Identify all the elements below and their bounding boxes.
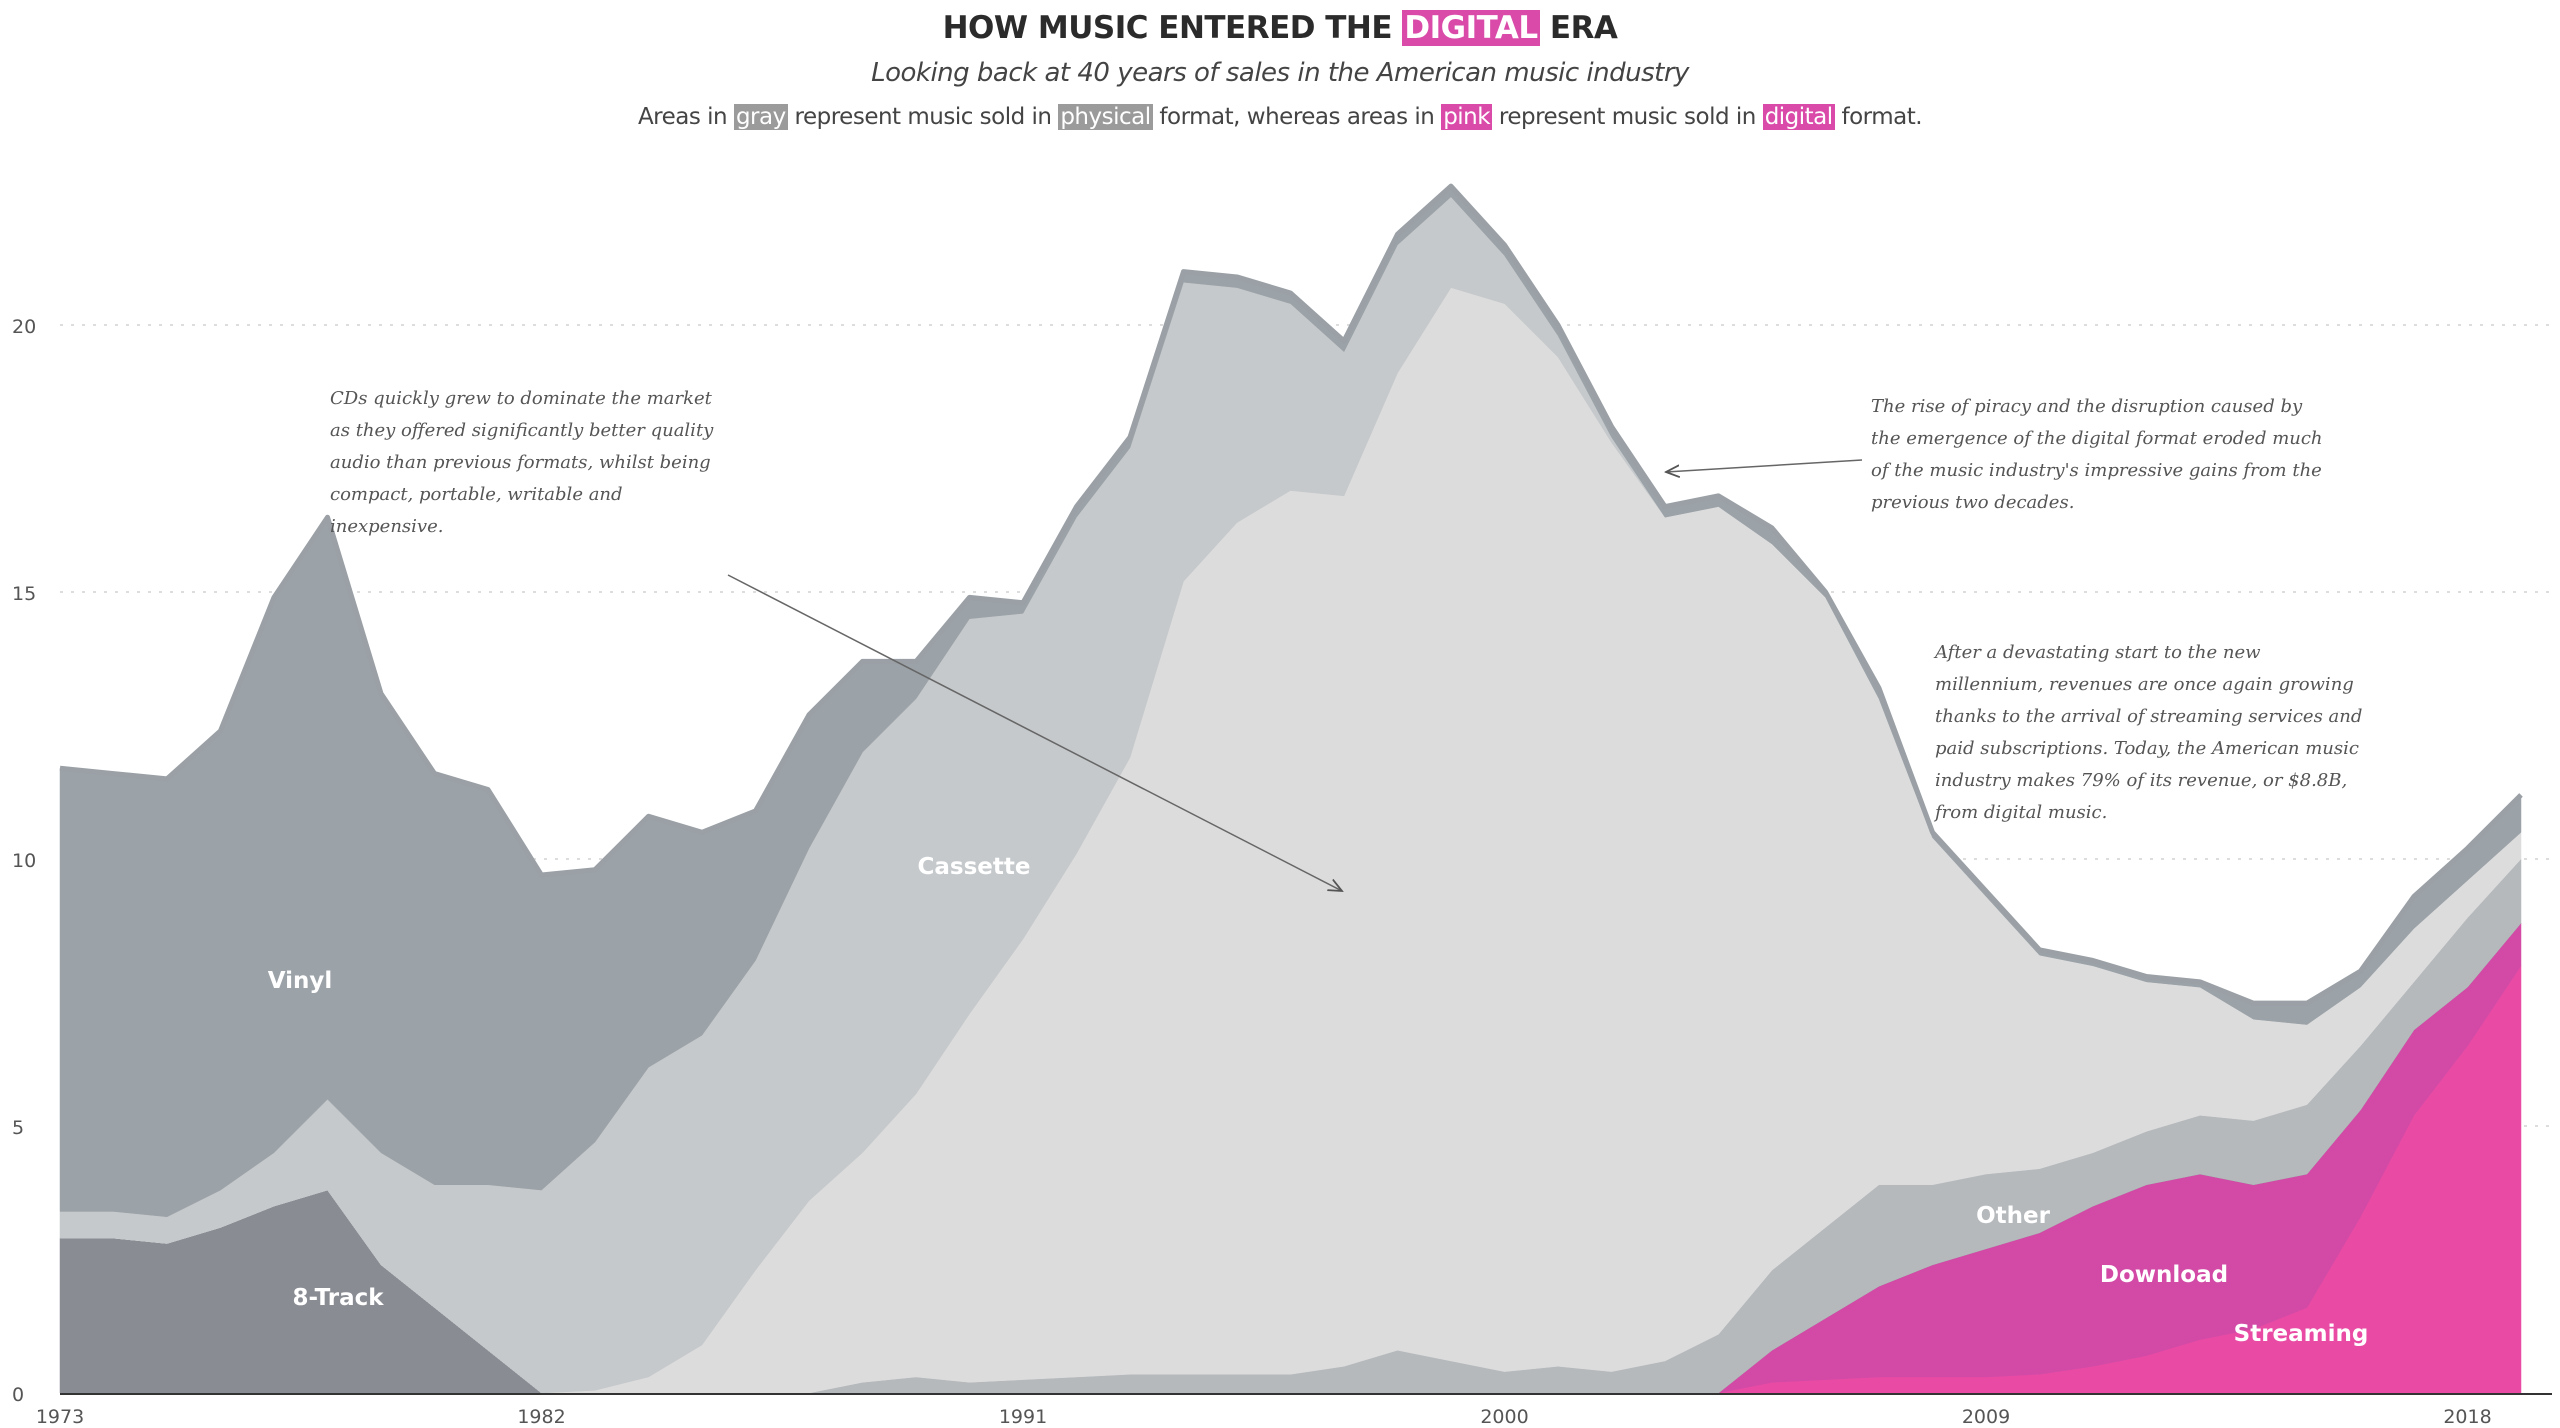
total-revenue-line xyxy=(59,183,2523,1006)
color-legend: Areas in gray represent music sold in ph… xyxy=(0,104,2560,130)
x-tick-label: 2018 xyxy=(2443,1406,2491,1428)
x-tick-label: 1973 xyxy=(36,1406,84,1428)
series-label-8track: 8-Track xyxy=(292,1285,384,1311)
x-tick-label: 1991 xyxy=(999,1406,1047,1428)
annotation-piracy: The rise of piracy and the disruption ca… xyxy=(1871,396,2323,513)
y-tick-label: 15 xyxy=(12,583,36,605)
y-tick-label: 20 xyxy=(12,316,36,338)
x-tick-label: 2000 xyxy=(1480,1406,1528,1428)
y-tick-label: 5 xyxy=(12,1117,24,1139)
legend-text: format, whereas areas in xyxy=(1152,104,1442,130)
y-tick-label: 0 xyxy=(12,1384,24,1406)
series-label-vinyl: Vinyl xyxy=(268,968,333,994)
title-text-end: ERA xyxy=(1539,10,1618,46)
series-label-other: Other xyxy=(1976,1203,2051,1229)
x-tick-label: 1982 xyxy=(517,1406,565,1428)
legend-physical: physical xyxy=(1058,104,1153,130)
series-label-streaming: Streaming xyxy=(2234,1321,2369,1347)
legend-text: Areas in xyxy=(637,104,734,130)
legend-text: represent music sold in xyxy=(787,104,1059,130)
cd-annotation-arrow xyxy=(727,574,1342,891)
chart-subtitle: Looking back at 40 years of sales in the… xyxy=(871,58,1689,88)
title-text: HOW MUSIC ENTERED THE xyxy=(942,10,1403,46)
legend-gray: gray xyxy=(733,104,788,130)
title-highlight: DIGITAL xyxy=(1402,10,1540,46)
annotation-streaming: After a devastating start to the new mil… xyxy=(1935,642,2363,823)
y-tick-label: 10 xyxy=(12,850,36,872)
piracy-annotation-arrow xyxy=(1666,459,1863,472)
x-tick-label: 2009 xyxy=(1962,1406,2010,1428)
legend-text: format. xyxy=(1834,104,1923,130)
legend-pink: pink xyxy=(1441,104,1493,130)
series-label-cassette: Cassette xyxy=(918,854,1031,880)
annotation-cd: CDs quickly grew to dominate the market … xyxy=(330,388,714,537)
legend-digital: digital xyxy=(1762,104,1835,130)
chart-title: HOW MUSIC ENTERED THE DIGITAL ERA xyxy=(0,10,2560,46)
legend-text: represent music sold in xyxy=(1492,104,1763,130)
series-label-download: Download xyxy=(2100,1262,2228,1288)
